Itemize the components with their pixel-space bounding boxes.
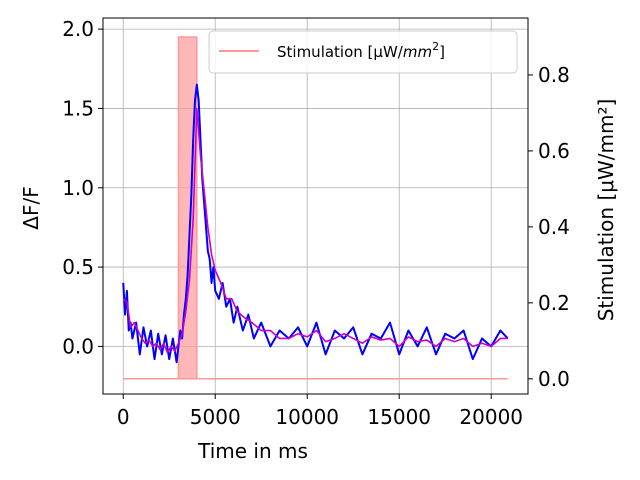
x-axis-label: Time in ms <box>197 439 308 463</box>
x-tick-label: 15000 <box>367 405 431 429</box>
grid <box>103 18 528 394</box>
y-left-tick-label: 1.5 <box>62 96 94 120</box>
y-left-tick-label: 2.0 <box>62 17 94 41</box>
y-right-tick-label: 0.0 <box>538 367 570 391</box>
y-right-tick-label: 0.6 <box>538 139 570 163</box>
x-tick-label: 5000 <box>190 405 241 429</box>
raw-signal-line <box>122 83 509 364</box>
x-tick-label: 0 <box>117 405 130 429</box>
signal-series <box>122 83 509 364</box>
y-right-tick-label: 0.8 <box>538 63 570 87</box>
y-left-tick-label: 1.0 <box>62 176 94 200</box>
y-right-axis-label: Stimulation [μW/mm²] <box>594 99 618 322</box>
x-axis-ticks: 0 5000 10000 15000 20000 <box>117 394 523 429</box>
y-left-tick-label: 0.5 <box>62 255 94 279</box>
stimulation-series <box>123 36 508 380</box>
legend-box <box>208 30 518 74</box>
legend: Stimulation [μW/mm2] <box>208 30 518 74</box>
y-right-axis-ticks: 0.0 0.2 0.4 0.6 0.8 <box>528 63 570 391</box>
y-right-tick-label: 0.2 <box>538 291 570 315</box>
y-right-tick-label: 0.4 <box>538 215 570 239</box>
x-tick-label: 10000 <box>275 405 339 429</box>
plot-frame <box>102 17 529 395</box>
y-left-axis-label: ΔF/F <box>19 186 43 229</box>
smoothed-signal-line <box>122 107 508 354</box>
y-left-tick-label: 0.0 <box>62 334 94 358</box>
legend-label-stimulation: Stimulation [μW/mm2] <box>277 40 445 61</box>
x-tick-label: 20000 <box>459 405 523 429</box>
y-left-axis-ticks: 0.0 0.5 1.0 1.5 2.0 <box>62 17 103 358</box>
